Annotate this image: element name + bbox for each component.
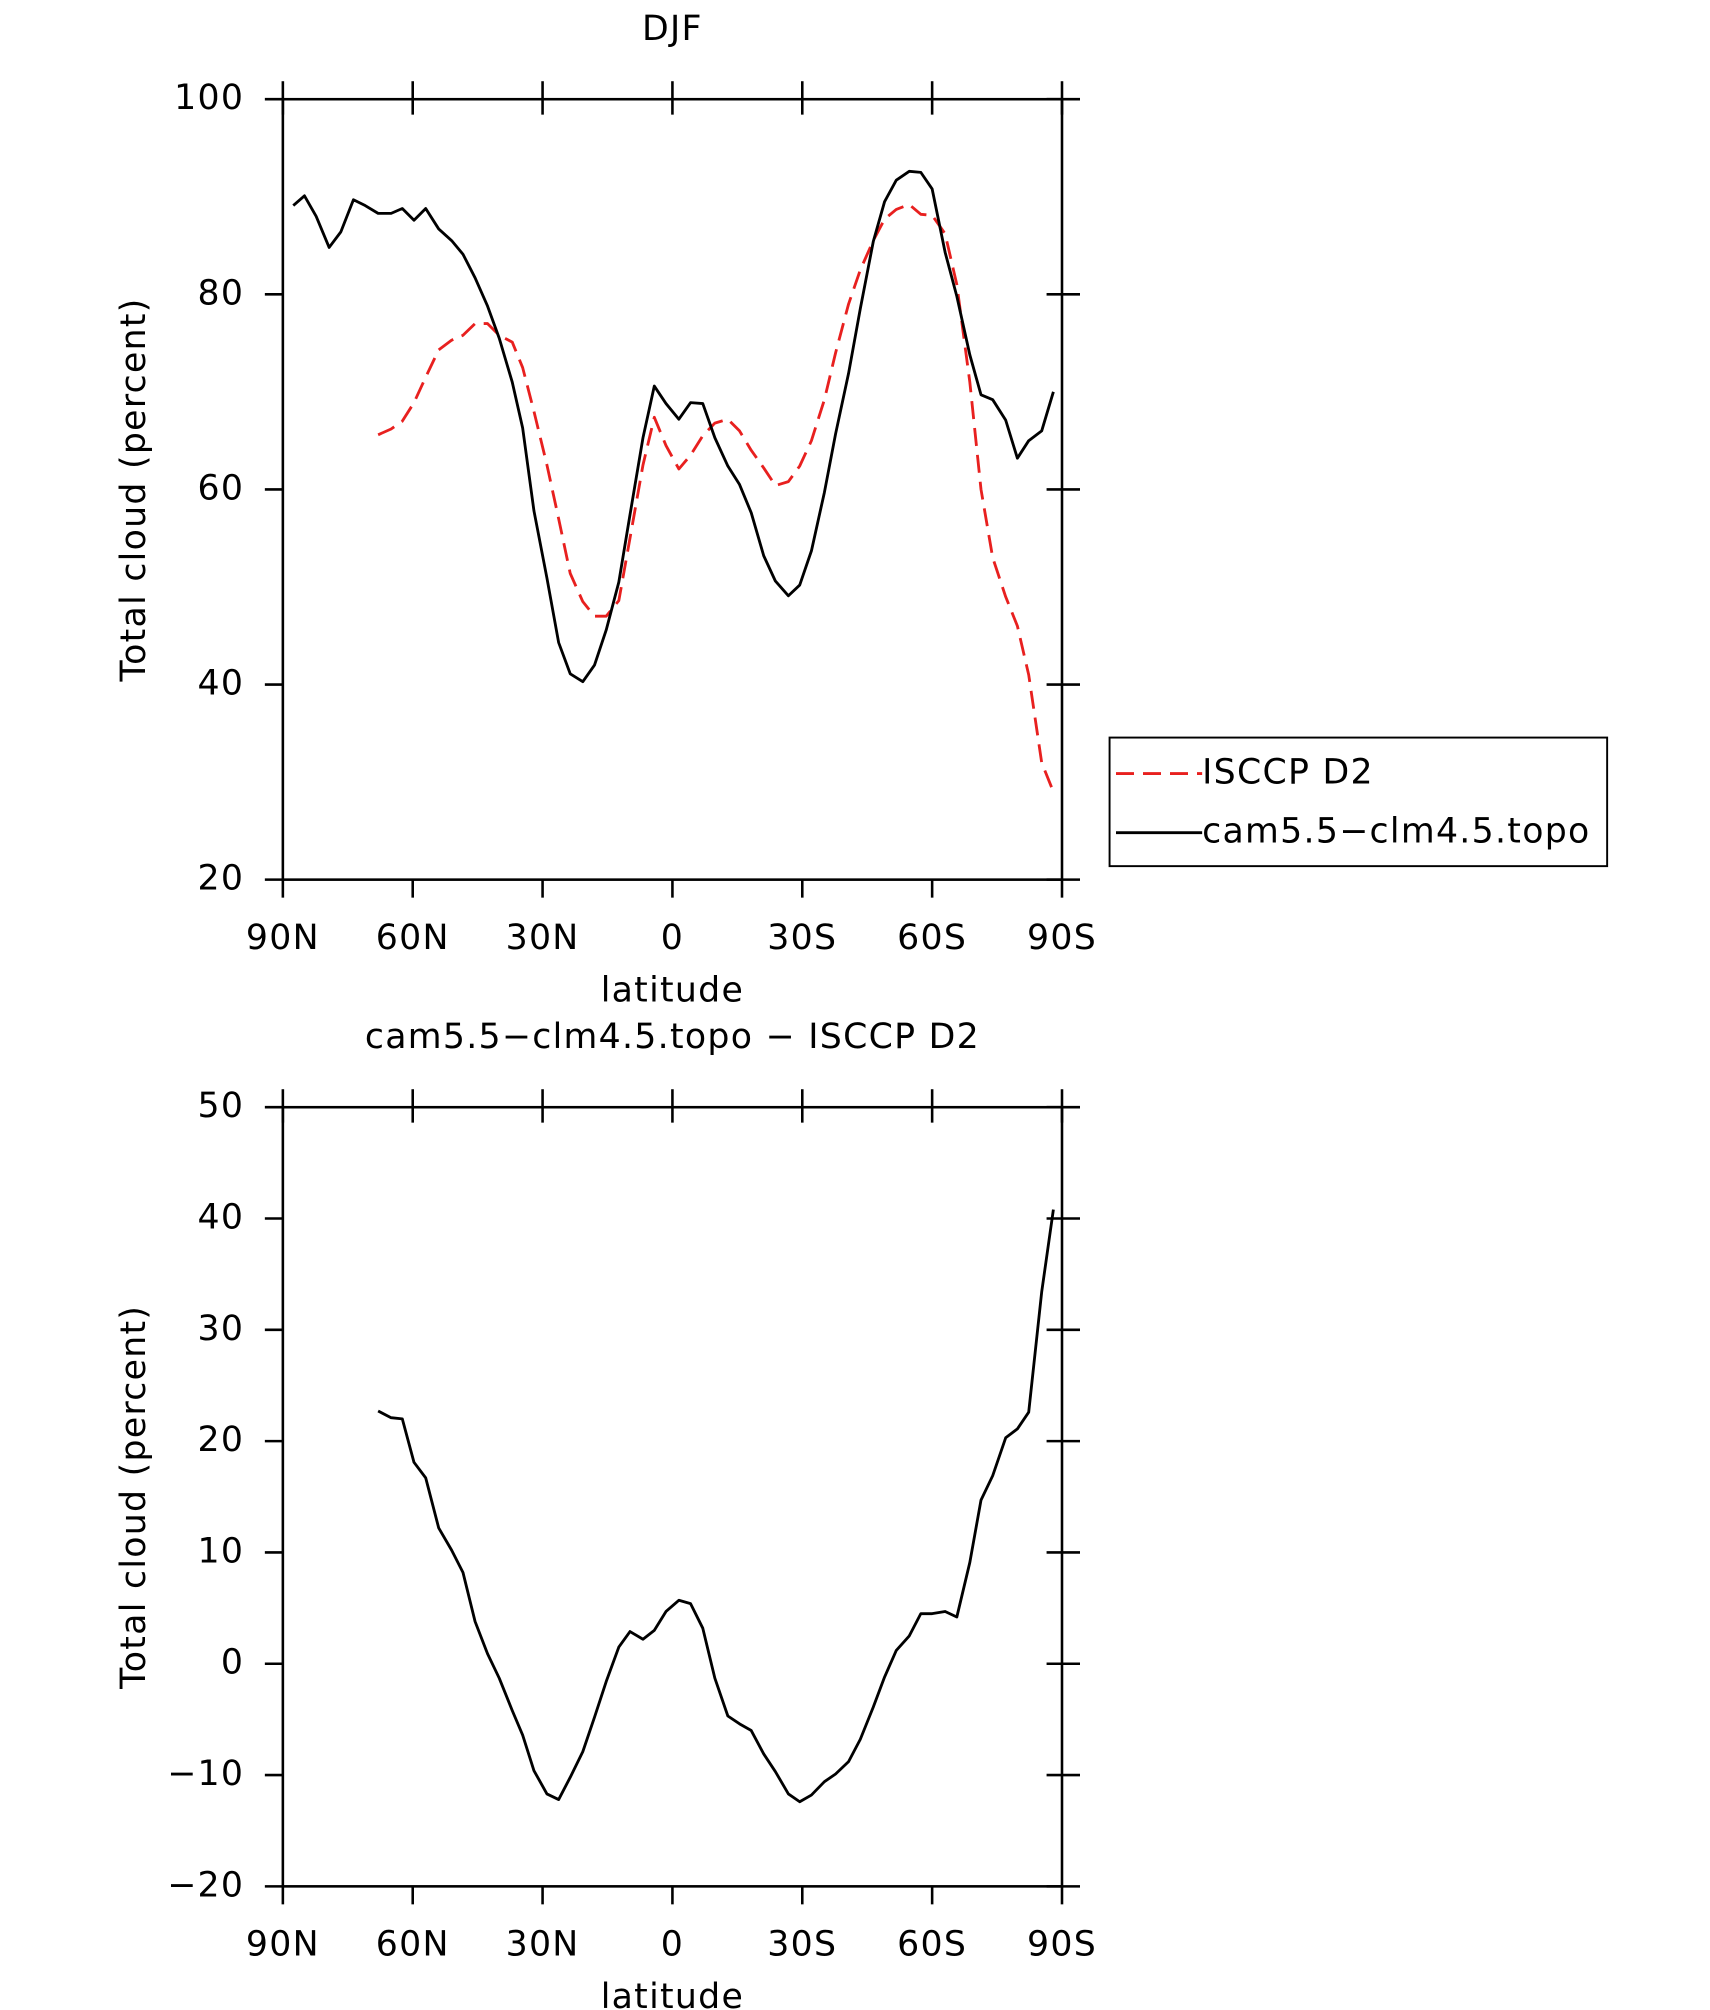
y-tick-label: −10	[167, 1754, 244, 1794]
x-tick-label: 90S	[1027, 1925, 1097, 1965]
y-tick-label: 0	[221, 1643, 244, 1683]
x-tick-label: 90N	[246, 918, 320, 958]
x-tick-label: 60S	[897, 918, 967, 958]
y-tick-label: 20	[198, 1420, 245, 1460]
x-tick-label: 30N	[506, 918, 580, 958]
plot-frame	[281, 1105, 1064, 1888]
x-tick-label: 60N	[376, 1925, 450, 1965]
y-tick-label: 100	[174, 78, 244, 118]
chart-title: DJF	[642, 9, 703, 49]
legend-label: ISCCP D2	[1202, 753, 1374, 793]
y-tick-label: 20	[198, 859, 245, 899]
x-tick-label: 90N	[246, 1925, 320, 1965]
y-axis-label: Total cloud (percent)	[114, 1305, 154, 1690]
y-tick-label: −20	[167, 1865, 244, 1905]
x-tick-label: 30N	[506, 1925, 580, 1965]
x-tick-label: 90S	[1027, 918, 1097, 958]
legend-label: cam5.5−clm4.5.topo	[1202, 812, 1590, 852]
y-tick-label: 60	[198, 468, 245, 508]
plot-frame	[281, 97, 1064, 881]
chart-title: cam5.5−clm4.5.topo − ISCCP D2	[365, 1017, 980, 1057]
y-tick-label: 50	[198, 1086, 245, 1126]
y-tick-label: 40	[198, 1198, 245, 1238]
x-tick-label: 60N	[376, 918, 450, 958]
y-tick-label: 30	[198, 1309, 245, 1349]
data-line	[292, 169, 1055, 684]
x-tick-label: 30S	[767, 918, 837, 958]
x-tick-label: 60S	[897, 1925, 967, 1965]
legend-box	[1108, 736, 1609, 868]
y-tick-label: 80	[198, 273, 245, 313]
x-axis-label: latitude	[601, 1977, 744, 2010]
x-tick-label: 0	[661, 918, 684, 958]
data-line	[377, 1209, 1055, 1804]
x-tick-label: 30S	[767, 1925, 837, 1965]
y-tick-label: 40	[198, 664, 245, 704]
y-tick-label: 10	[198, 1531, 245, 1571]
x-axis-label: latitude	[601, 971, 744, 1011]
x-tick-label: 0	[661, 1925, 684, 1965]
y-axis-label: Total cloud (percent)	[114, 297, 154, 682]
data-line	[377, 203, 1055, 793]
